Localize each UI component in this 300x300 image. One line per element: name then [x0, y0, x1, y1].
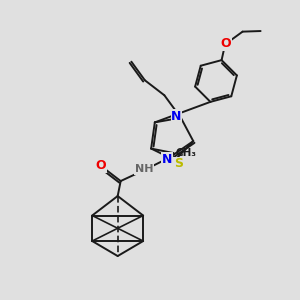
Text: O: O [221, 37, 231, 50]
Text: CH₃: CH₃ [175, 148, 196, 158]
Text: O: O [96, 159, 106, 172]
Text: N: N [162, 153, 172, 166]
Text: S: S [174, 157, 183, 170]
Text: N: N [171, 110, 182, 123]
Text: NH: NH [134, 164, 153, 174]
